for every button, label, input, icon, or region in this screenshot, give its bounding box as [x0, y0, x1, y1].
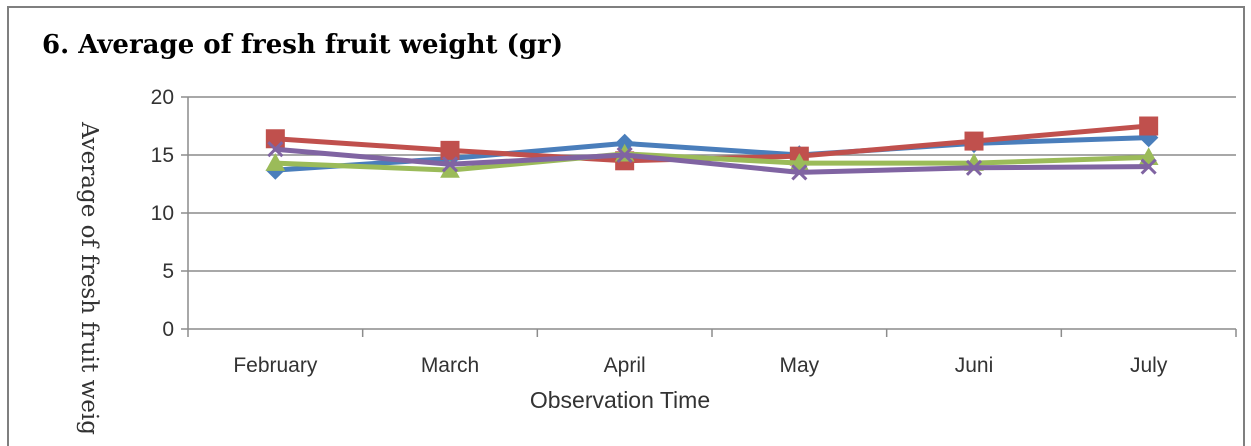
y-tick-label: 0 [162, 318, 174, 341]
data-point [440, 140, 460, 160]
data-point [1139, 116, 1159, 136]
series-group [265, 116, 1159, 181]
axes [181, 96, 1237, 337]
y-tick-label: 5 [162, 260, 174, 283]
x-tick-label: Juni [955, 354, 994, 377]
x-axis-label: Observation Time [530, 387, 710, 413]
x-tick-labels: February March April May Juni July [233, 354, 1168, 377]
y-tick-label: 10 [151, 202, 174, 225]
data-point [791, 164, 808, 181]
x-tick-label: April [604, 354, 646, 377]
series-4 [267, 141, 1157, 181]
chart-title: 6. Average of fresh fruit weight (gr) [42, 30, 564, 60]
series-3-line [272, 151, 1152, 173]
x-tick-label: February [233, 354, 318, 377]
data-point [265, 153, 286, 171]
data-point [265, 129, 285, 149]
data-point [1140, 158, 1157, 175]
series-4-line [272, 146, 1152, 175]
x-tick-label: July [1130, 354, 1168, 377]
data-point [965, 159, 983, 176]
x-tick-label: May [779, 354, 819, 377]
chart-frame [7, 6, 1245, 446]
data-point [616, 146, 633, 164]
data-point [441, 156, 459, 173]
data-point [267, 141, 284, 158]
y-tick-labels: 0 5 10 15 20 [151, 86, 174, 341]
gridlines [188, 96, 1236, 272]
y-tick-label: 20 [151, 86, 174, 109]
y-tick-label: 15 [151, 144, 174, 167]
y-axis-label: Average of fresh fruit weig [76, 121, 102, 435]
data-point [964, 131, 984, 151]
x-tick-label: March [421, 354, 479, 377]
